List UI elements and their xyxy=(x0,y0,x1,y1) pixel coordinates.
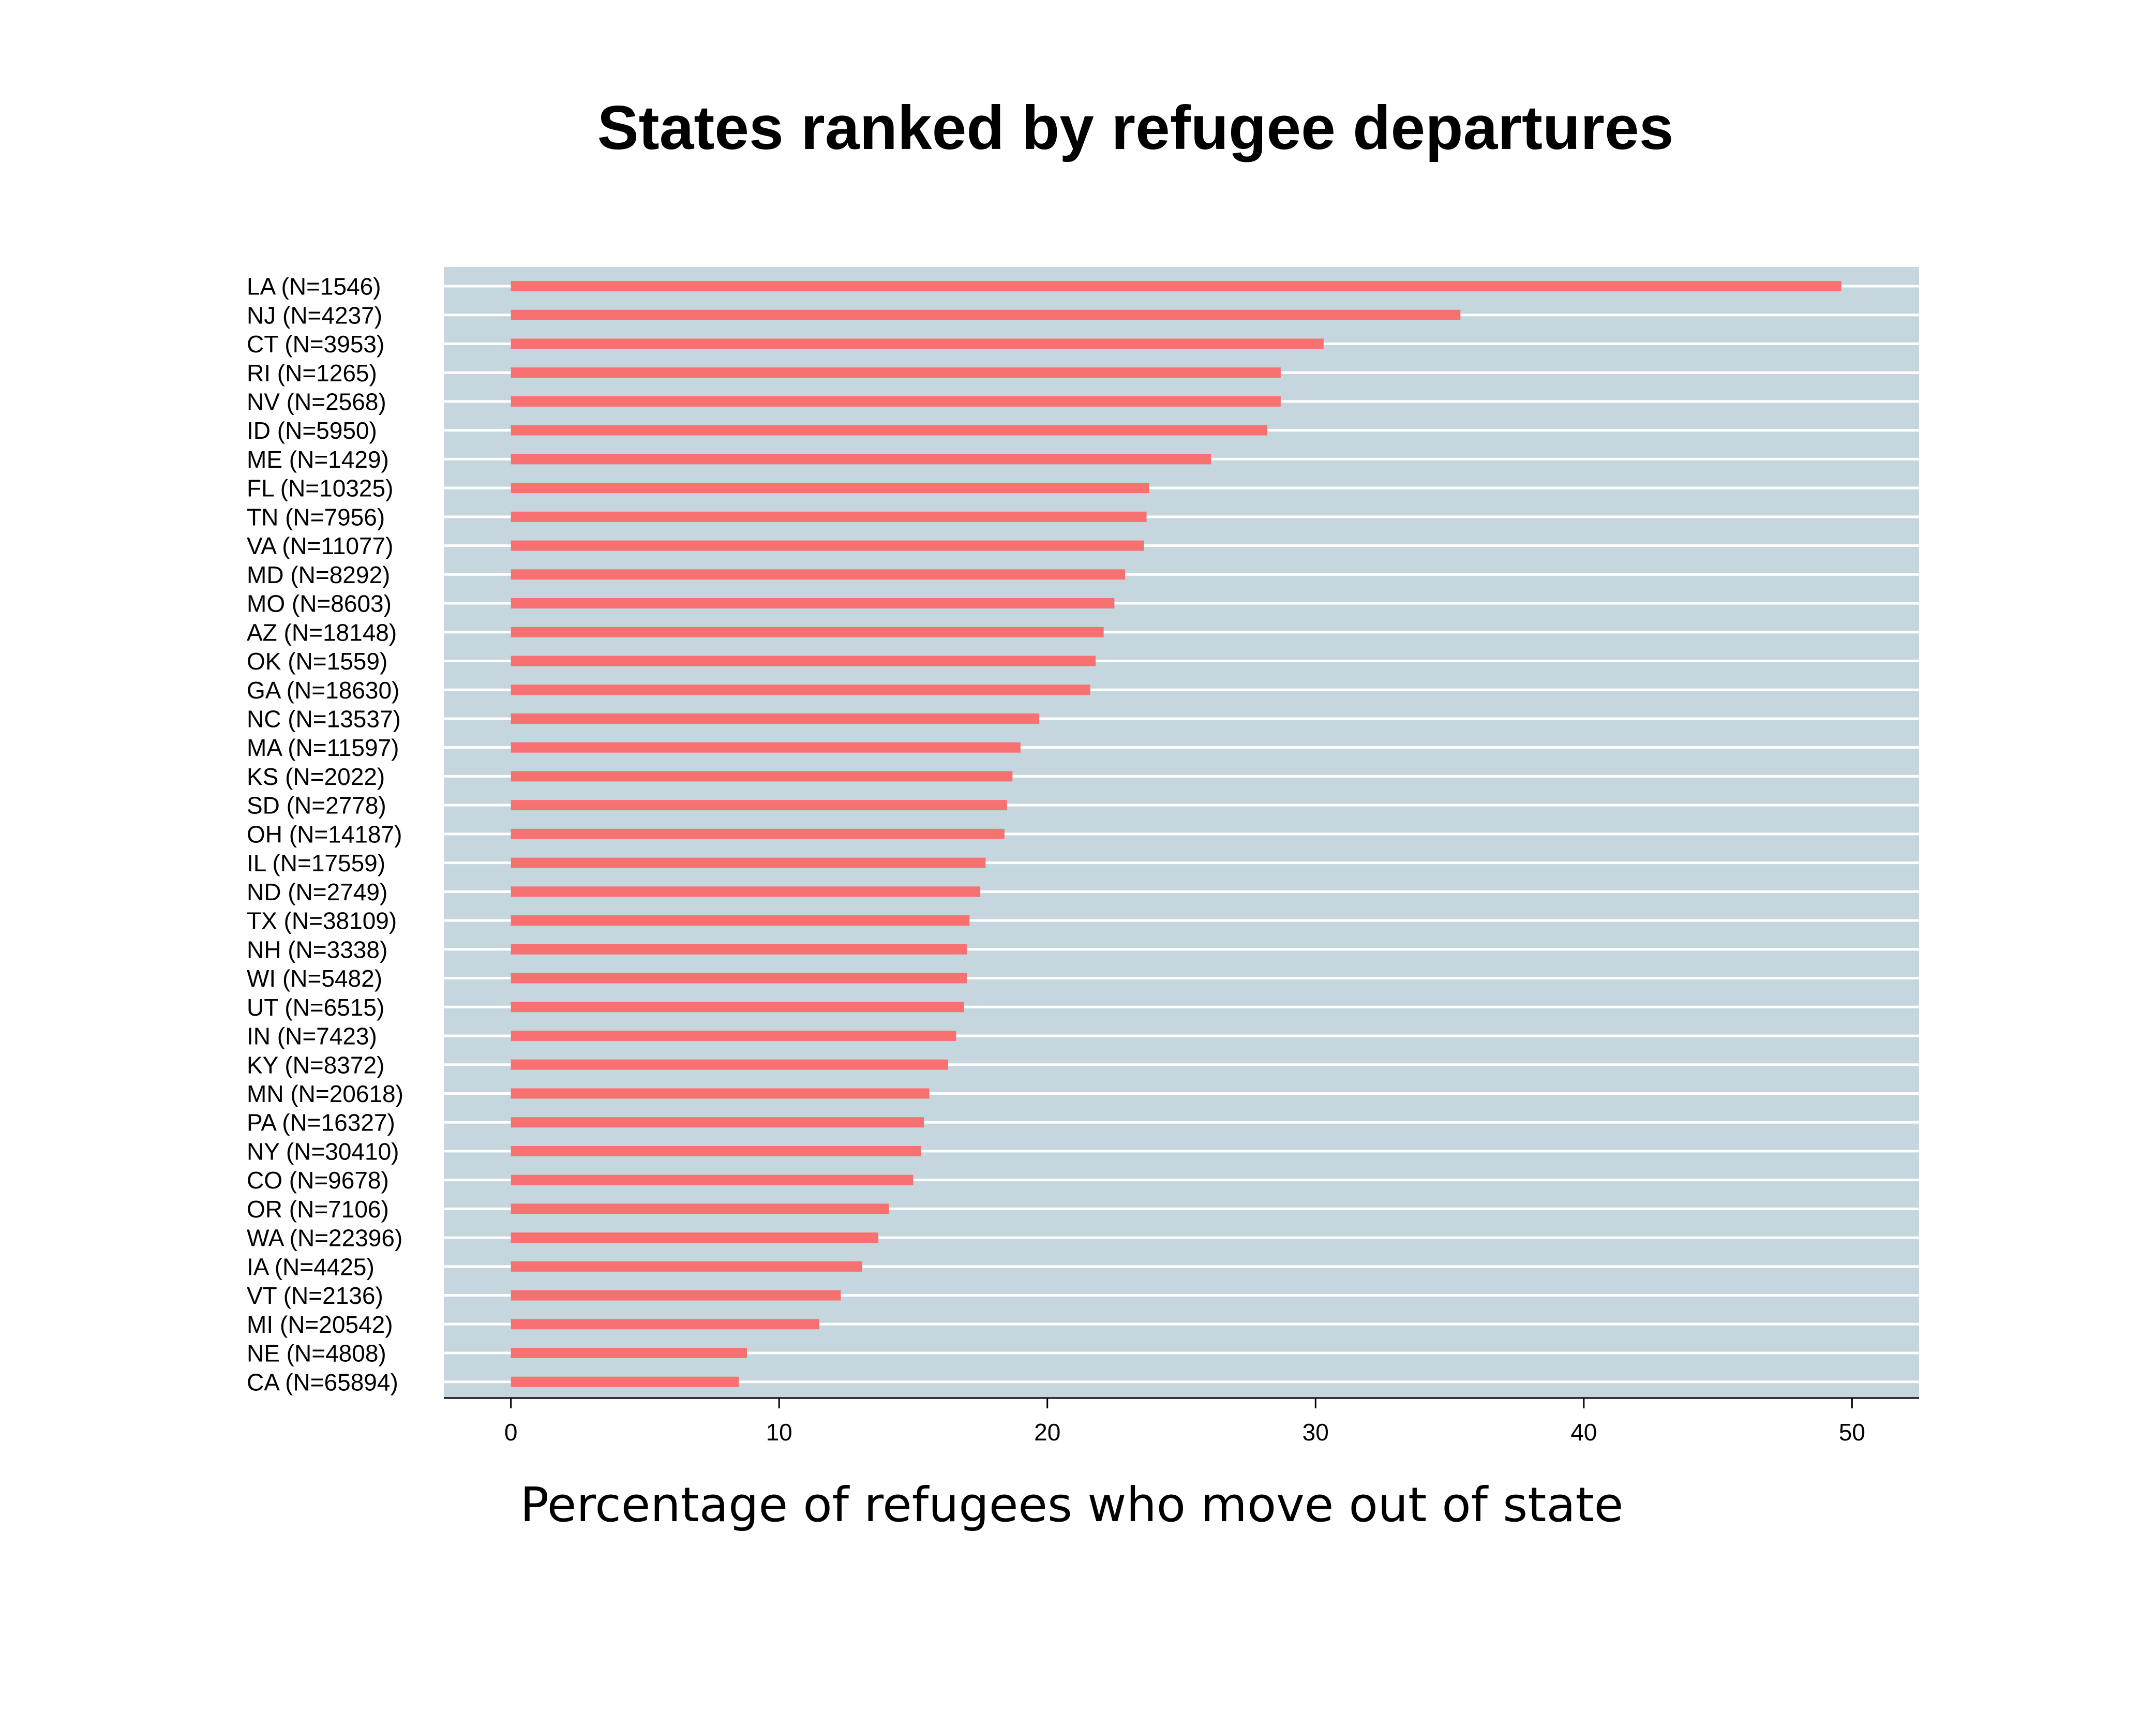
x-axis-label: Percentage of refugees who move out of s… xyxy=(520,1477,1624,1533)
y-tick-labels: LA (N=1546)NJ (N=4237)CT (N=3953)RI (N=1… xyxy=(247,273,403,1396)
y-tick-label: ME (N=1429) xyxy=(247,446,389,473)
bar xyxy=(511,309,1461,320)
bar xyxy=(511,281,1841,291)
x-ticks: 0 10 20 30 40 50 xyxy=(504,1398,1865,1446)
x-tick-label: 20 xyxy=(1034,1419,1060,1446)
x-tick-label: 40 xyxy=(1570,1419,1597,1446)
y-tick-label: NE (N=4808) xyxy=(247,1340,386,1367)
bar xyxy=(511,338,1324,349)
bar xyxy=(511,540,1144,551)
bar xyxy=(511,800,1007,811)
bar xyxy=(511,886,981,897)
y-tick-label: TX (N=38109) xyxy=(247,908,397,934)
bar xyxy=(511,425,1267,436)
bar xyxy=(511,627,1104,637)
chart-title: States ranked by refugee departures xyxy=(597,93,1674,162)
y-tick-label: KY (N=8372) xyxy=(247,1051,384,1078)
bar xyxy=(511,915,970,926)
bar xyxy=(511,1117,924,1128)
bar xyxy=(511,1088,930,1099)
y-tick-label: OK (N=1559) xyxy=(247,648,387,675)
y-tick-label: IL (N=17559) xyxy=(247,850,385,876)
bar xyxy=(511,944,967,955)
bar xyxy=(511,367,1281,378)
y-tick-label: CT (N=3953) xyxy=(247,331,384,358)
bar xyxy=(511,742,1021,753)
bar xyxy=(511,1002,964,1013)
y-tick-label: ID (N=5950) xyxy=(247,417,377,444)
y-tick-label: IN (N=7423) xyxy=(247,1023,377,1050)
bars xyxy=(511,281,1841,1387)
bar xyxy=(511,511,1147,522)
y-tick-label: GA (N=18630) xyxy=(247,677,399,704)
y-tick-label: MD (N=8292) xyxy=(247,561,390,588)
y-tick-label: LA (N=1546) xyxy=(247,273,381,300)
y-tick-label: UT (N=6515) xyxy=(247,994,384,1021)
y-tick-label: AZ (N=18148) xyxy=(247,619,397,646)
y-tick-label: MA (N=11597) xyxy=(247,734,399,761)
y-tick-label: WI (N=5482) xyxy=(247,965,382,992)
bar xyxy=(511,1059,948,1070)
x-tick-label: 30 xyxy=(1302,1419,1329,1446)
y-tick-label: MN (N=20618) xyxy=(247,1080,403,1107)
bar xyxy=(511,1174,914,1185)
bar xyxy=(511,454,1211,465)
y-tick-label: VT (N=2136) xyxy=(247,1282,383,1309)
y-tick-label: IA (N=4425) xyxy=(247,1253,375,1280)
bar xyxy=(511,1232,879,1243)
y-tick-label: MI (N=20542) xyxy=(247,1311,393,1338)
y-tick-label: NC (N=13537) xyxy=(247,706,401,733)
y-tick-label: SD (N=2778) xyxy=(247,792,386,819)
x-tick-label: 10 xyxy=(766,1419,792,1446)
bar xyxy=(511,973,967,984)
y-tick-label: NY (N=30410) xyxy=(247,1138,399,1165)
bar xyxy=(511,483,1149,494)
bar xyxy=(511,1030,956,1041)
y-tick-label: PA (N=16327) xyxy=(247,1109,395,1136)
bar xyxy=(511,828,1005,839)
y-tick-label: OR (N=7106) xyxy=(247,1196,389,1223)
bar xyxy=(511,1146,922,1156)
y-tick-label: FL (N=10325) xyxy=(247,475,393,502)
x-tick-label: 0 xyxy=(504,1419,518,1446)
y-tick-label: CO (N=9678) xyxy=(247,1167,389,1194)
bar xyxy=(511,1261,862,1272)
bar xyxy=(511,396,1281,407)
bar xyxy=(511,1290,841,1301)
x-tick-label: 50 xyxy=(1839,1419,1865,1446)
y-tick-label: RI (N=1265) xyxy=(247,360,377,386)
bar xyxy=(511,1348,747,1359)
bar xyxy=(511,713,1040,724)
bar xyxy=(511,598,1115,609)
y-tick-label: VA (N=11077) xyxy=(247,532,393,559)
bar xyxy=(511,1376,739,1387)
bar xyxy=(511,771,1013,782)
y-tick-label: KS (N=2022) xyxy=(247,763,385,790)
y-tick-label: TN (N=7956) xyxy=(247,503,385,530)
y-tick-label: ND (N=2749) xyxy=(247,879,387,905)
bar xyxy=(511,857,986,868)
y-tick-label: NH (N=3338) xyxy=(247,936,387,963)
y-tick-label: CA (N=65894) xyxy=(247,1369,398,1395)
y-tick-label: NV (N=2568) xyxy=(247,388,386,415)
bar xyxy=(511,685,1090,695)
bar xyxy=(511,1319,819,1330)
y-tick-label: NJ (N=4237) xyxy=(247,302,382,329)
bar xyxy=(511,1203,889,1214)
y-tick-label: MO (N=8603) xyxy=(247,590,392,617)
bar xyxy=(511,569,1126,580)
bar xyxy=(511,656,1096,666)
y-tick-label: WA (N=22396) xyxy=(247,1225,402,1252)
y-tick-label: OH (N=14187) xyxy=(247,821,402,847)
